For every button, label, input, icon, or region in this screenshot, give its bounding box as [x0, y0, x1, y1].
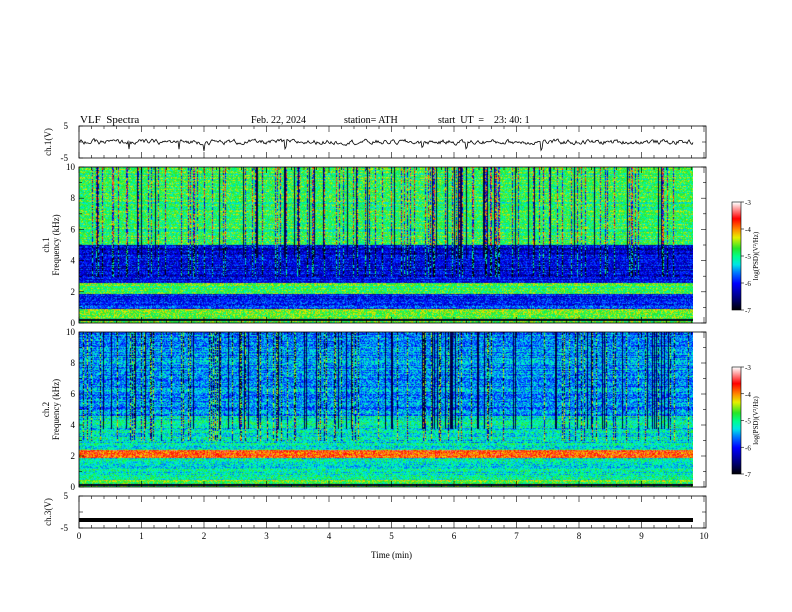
x-tick-label: 2 [202, 531, 207, 541]
x-tick-label: 6 [452, 531, 457, 541]
ch1-spectrogram-ytick-label: 2 [71, 287, 76, 297]
ch2-colorbar-label: log(PSD)(V²/Hz) [752, 396, 760, 445]
ch2-spectrogram-ytick-label: 8 [71, 358, 76, 368]
ch1-colorbar-tick-label: -4 [745, 226, 751, 234]
ch1-waveform-ytick-label: 5 [64, 121, 69, 131]
ch1-waveform-line [78, 137, 694, 152]
ch1-spectrogram-ylabel: Frequency (kHz) [51, 214, 61, 275]
x-axis-label: Time (min) [371, 550, 412, 560]
ch1-spectrogram-ytick-label: 0 [71, 318, 76, 328]
ch2-colorbar-tick-label: -7 [745, 471, 751, 479]
ch1-colorbar-tick-label: -6 [745, 280, 751, 288]
ch2-spectrogram-ytick-label: 2 [71, 451, 76, 461]
ch3-waveform-frame [78, 495, 707, 529]
ch2-spectrogram-ytick-label: 0 [71, 482, 76, 492]
ch1-spectrogram-ytick-label: 4 [71, 256, 76, 266]
x-tick-label: 5 [389, 531, 394, 541]
ch1-colorbar-tick-label: -5 [745, 253, 751, 261]
ch2-spectrogram-ytick-label: 6 [71, 389, 76, 399]
ch2-spectrogram-ylabel: ch.2 [41, 402, 51, 417]
ch2-spectrogram-image [79, 332, 693, 487]
ch1-colorbar-tick-label: -7 [745, 307, 751, 315]
ch2-colorbar-tick-label: -4 [745, 391, 751, 399]
x-tick-label: 1 [139, 531, 144, 541]
ch1-waveform-ylabel: ch.1(V) [43, 128, 53, 156]
ch1-spectrogram-ylabel: ch.1 [41, 237, 51, 252]
ch1-waveform-ytick-label: -5 [61, 153, 69, 163]
ch2-colorbar-tick-label: -3 [745, 364, 751, 372]
ch1-spectrogram-image [79, 167, 693, 323]
x-tick-label: 8 [577, 531, 582, 541]
x-tick-label: 4 [327, 531, 332, 541]
ch2-spectrogram-ytick-label: 10 [66, 327, 76, 337]
station-label: station= ATH [344, 115, 398, 126]
ch1-colorbar-tick-label: -3 [745, 199, 751, 207]
x-tick-label: 0 [77, 531, 82, 541]
ch2-colorbar-tick-label: -6 [745, 444, 751, 452]
ch1-waveform-frame [78, 125, 707, 159]
x-tick-label: 10 [700, 531, 710, 541]
x-tick-label: 9 [639, 531, 644, 541]
ch1-spectrogram-ytick-label: 10 [66, 162, 76, 172]
date-label: Feb. 22, 2024 [251, 115, 306, 126]
chart-title: VLF Spectra [80, 114, 140, 126]
x-tick-label: 3 [264, 531, 269, 541]
start-time-label: start UT = 23: 40: 1 [438, 115, 530, 126]
ch3-waveform-ylabel: ch.3(V) [43, 498, 53, 526]
ch1-colorbar-label: log(PSD)(V²/Hz) [752, 231, 760, 280]
ch2-spectrogram-ylabel: Frequency (kHz) [51, 379, 61, 440]
ch2-spectrogram-ytick-label: 4 [71, 420, 76, 430]
ch1-spectrogram-ytick-label: 6 [71, 224, 76, 234]
ch2-colorbar [732, 367, 741, 474]
x-tick-label: 7 [514, 531, 519, 541]
ch2-colorbar-tick-label: -5 [745, 418, 751, 426]
ch1-colorbar [732, 202, 741, 310]
ch3-waveform-ytick-label: -5 [61, 523, 69, 533]
ch3-waveform-ytick-label: 5 [64, 491, 69, 501]
ch1-spectrogram-ytick-label: 8 [71, 193, 76, 203]
